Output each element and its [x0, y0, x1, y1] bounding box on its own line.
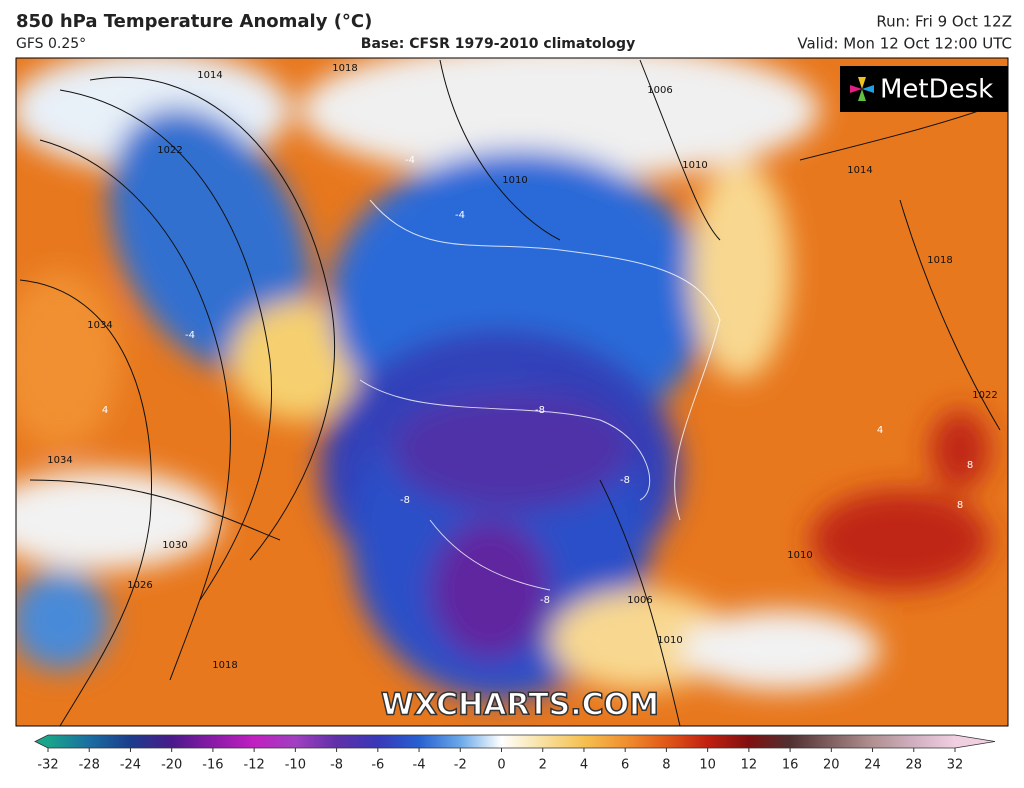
colorbar-label: -8	[330, 758, 343, 773]
contour-label: 1010	[657, 635, 682, 646]
contour-label: -8	[535, 405, 545, 416]
contour-label: 8	[957, 500, 963, 511]
colorbar-label: -16	[202, 758, 223, 773]
colorbar-label: -4	[413, 758, 426, 773]
valid: Valid: Mon 12 Oct 12:00 UTC	[797, 35, 1012, 53]
colorbar-label: -32	[37, 758, 58, 773]
colorbar-label: 32	[947, 758, 964, 773]
watermark: WXCHARTS.COM	[381, 688, 659, 723]
colorbar-label: -20	[161, 758, 182, 773]
contour-label: 1022	[972, 390, 997, 401]
contour-label: -4	[405, 155, 415, 166]
colorbar-label: 20	[823, 758, 840, 773]
colorbar-label: 16	[782, 758, 799, 773]
colorbar	[34, 734, 996, 749]
colorbar-label: 2	[539, 758, 547, 773]
colorbar-label: 0	[497, 758, 505, 773]
contour-label: -8	[540, 595, 550, 606]
run: Run: Fri 9 Oct 12Z	[876, 13, 1012, 31]
contour-label: 1034	[47, 455, 72, 466]
contour-label: -8	[400, 495, 410, 506]
colorbar-label: -6	[371, 758, 384, 773]
base: Base: CFSR 1979-2010 climatology	[361, 36, 635, 52]
contour-label: 1034	[87, 320, 112, 331]
contour-label: 8	[967, 460, 973, 471]
colorbar-label: -12	[244, 758, 265, 773]
colorbar-label: 10	[699, 758, 716, 773]
model: GFS 0.25°	[16, 36, 86, 52]
colorbar-label: 6	[621, 758, 629, 773]
contour-label: 1006	[627, 595, 652, 606]
colorbar-label: 12	[741, 758, 758, 773]
brand: MetDesk	[880, 75, 993, 105]
contour-label: 1018	[927, 255, 952, 266]
contour-label: 4	[877, 425, 883, 436]
colorbar-label: 28	[905, 758, 922, 773]
contour-label: -4	[185, 330, 195, 341]
contour-label: -4	[455, 210, 465, 221]
contour-label: 1014	[847, 165, 872, 176]
colorbar-label: 24	[864, 758, 881, 773]
map: 1014 1018 1022 1034 1034 1030 1026 1018 1010 1006…	[16, 58, 1008, 726]
contour-label: -8	[620, 475, 630, 486]
contour-label: 1030	[162, 540, 187, 551]
colorbar-label: -28	[79, 758, 100, 773]
title: 850 hPa Temperature Anomaly (°C)	[16, 11, 372, 32]
contour-label: 1010	[787, 550, 812, 561]
colorbar-label: -10	[285, 758, 306, 773]
contour-label: 4	[102, 405, 108, 416]
colorbar-label: 4	[580, 758, 588, 773]
contour-label: 1018	[332, 63, 357, 74]
contour-label: 1026	[127, 580, 152, 591]
map-frame	[15, 57, 1009, 727]
contour-label: 1018	[212, 660, 237, 671]
contour-label: 1010	[502, 175, 527, 186]
colorbar-label: -2	[454, 758, 467, 773]
colorbar-label: 8	[662, 758, 670, 773]
contour-label: 1014	[197, 70, 222, 81]
contour-label: 1006	[647, 85, 672, 96]
colorbar-label: -24	[120, 758, 141, 773]
contour-label: 1010	[682, 160, 707, 171]
contour-label: 1022	[157, 145, 182, 156]
